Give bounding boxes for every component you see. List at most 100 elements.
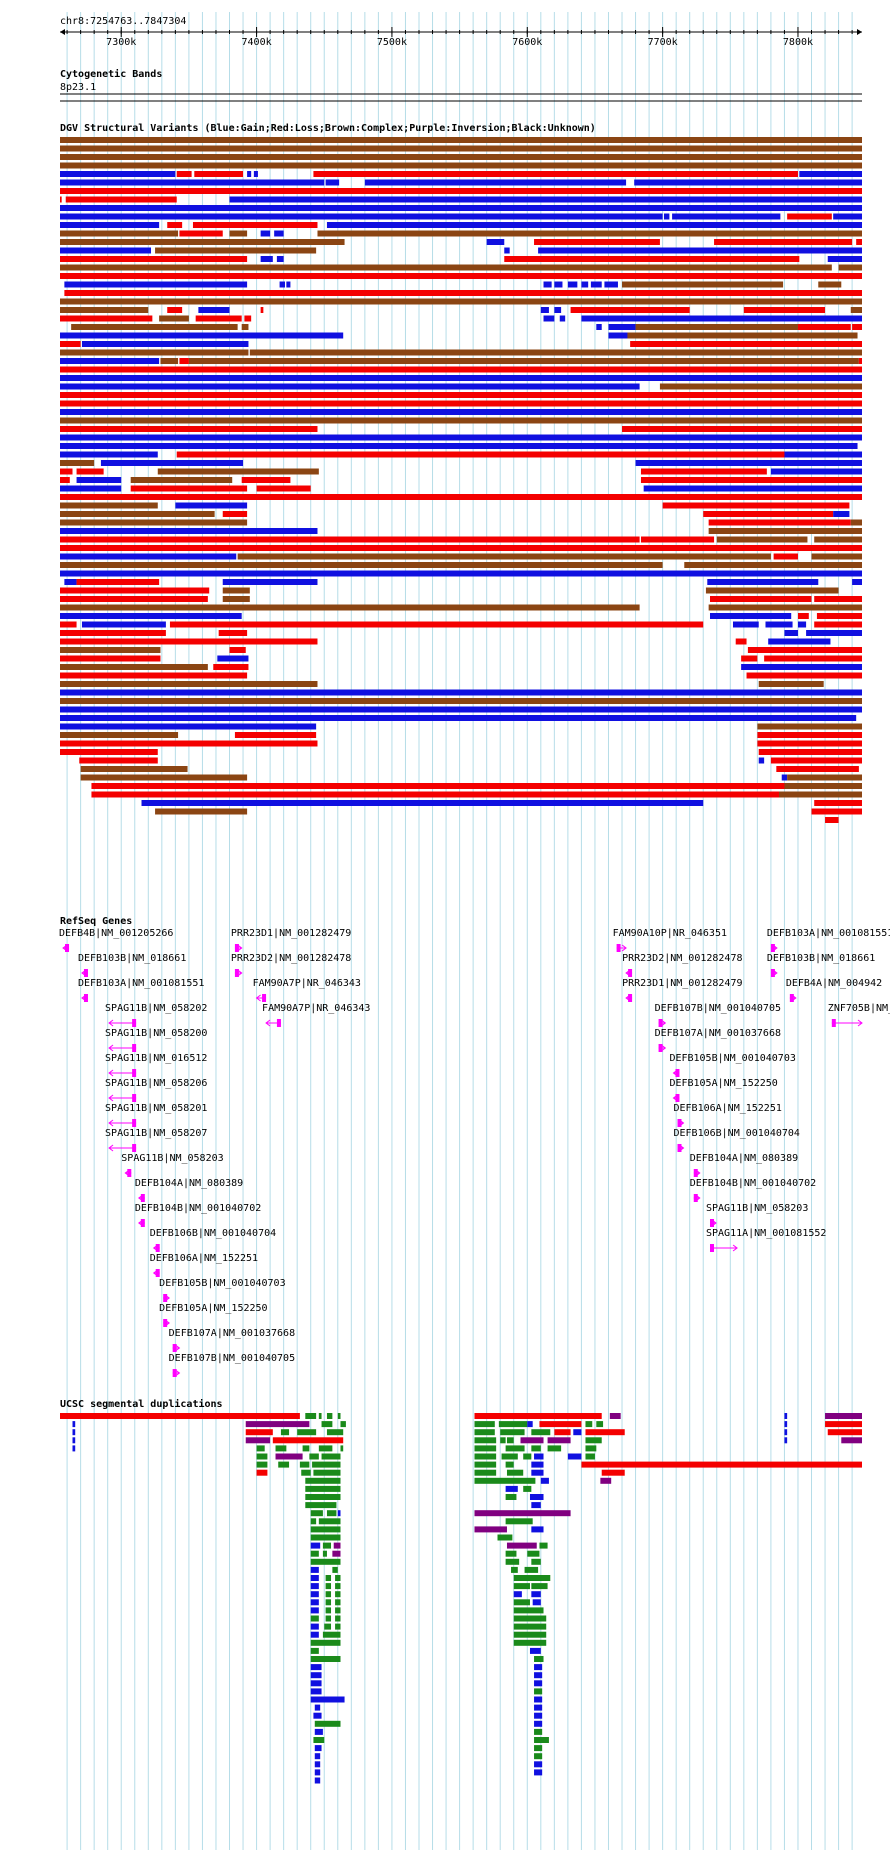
segdup-row[interactable]: [72, 1421, 862, 1428]
dgv-feature[interactable]: [60, 222, 160, 228]
segdup-feature[interactable]: [498, 1421, 528, 1428]
dgv-feature[interactable]: [130, 477, 233, 483]
refseq-gene[interactable]: DEFB106A|NM_152251: [150, 1253, 258, 1277]
dgv-row[interactable]: [60, 179, 862, 186]
dgv-feature[interactable]: [325, 179, 340, 186]
dgv-feature[interactable]: [60, 145, 862, 152]
dgv-feature[interactable]: [816, 613, 862, 619]
dgv-feature[interactable]: [818, 281, 842, 288]
dgv-feature[interactable]: [567, 281, 578, 288]
refseq-gene[interactable]: DEFB106B|NM_001040704: [150, 1228, 276, 1252]
segdup-feature[interactable]: [527, 1421, 533, 1428]
segdup-feature[interactable]: [272, 1437, 344, 1444]
segdup-feature[interactable]: [513, 1639, 547, 1646]
dgv-feature[interactable]: [60, 400, 862, 407]
segdup-feature[interactable]: [547, 1445, 562, 1452]
segdup-feature[interactable]: [326, 1510, 337, 1517]
dgv-row[interactable]: [60, 332, 858, 339]
dgv-feature[interactable]: [169, 621, 704, 628]
refseq-gene[interactable]: DEFB103A|NM_001081551: [767, 928, 890, 952]
dgv-feature[interactable]: [662, 502, 850, 509]
dgv-row[interactable]: [60, 154, 862, 160]
dgv-feature[interactable]: [60, 511, 215, 517]
segdup-feature[interactable]: [474, 1421, 495, 1428]
segdup-feature[interactable]: [539, 1421, 582, 1428]
dgv-feature[interactable]: [253, 171, 258, 177]
dgv-feature[interactable]: [709, 596, 812, 602]
dgv-feature[interactable]: [60, 349, 249, 356]
dgv-feature[interactable]: [60, 434, 862, 441]
dgv-feature[interactable]: [814, 800, 862, 806]
dgv-feature[interactable]: [850, 307, 862, 313]
dgv-feature[interactable]: [279, 281, 286, 288]
dgv-feature[interactable]: [60, 706, 862, 713]
segdup-feature[interactable]: [335, 1591, 341, 1598]
dgv-feature[interactable]: [60, 638, 318, 645]
dgv-feature[interactable]: [60, 409, 862, 415]
dgv-feature[interactable]: [634, 179, 862, 186]
segdup-feature[interactable]: [474, 1453, 497, 1460]
dgv-feature[interactable]: [543, 315, 555, 322]
dgv-feature[interactable]: [733, 621, 759, 628]
segdup-feature[interactable]: [322, 1542, 332, 1549]
dgv-feature[interactable]: [811, 808, 862, 815]
dgv-feature[interactable]: [757, 740, 862, 747]
dgv-row[interactable]: [60, 230, 863, 237]
dgv-feature[interactable]: [814, 596, 862, 602]
segdup-feature[interactable]: [474, 1469, 497, 1476]
segdup-feature[interactable]: [505, 1461, 514, 1468]
dgv-feature[interactable]: [538, 247, 862, 254]
dgv-feature[interactable]: [176, 451, 862, 458]
segdup-feature[interactable]: [531, 1445, 541, 1452]
dgv-row[interactable]: [91, 791, 862, 798]
dgv-feature[interactable]: [60, 528, 318, 534]
refseq-gene[interactable]: DEFB4B|NM_001205266: [59, 928, 173, 952]
dgv-feature[interactable]: [765, 621, 793, 628]
segdup-feature[interactable]: [305, 1485, 341, 1492]
dgv-feature[interactable]: [833, 511, 850, 517]
segdup-feature[interactable]: [524, 1566, 539, 1573]
dgv-row[interactable]: [60, 587, 839, 594]
dgv-feature[interactable]: [100, 460, 244, 466]
dgv-feature[interactable]: [276, 256, 284, 262]
segdup-feature[interactable]: [313, 1712, 322, 1719]
dgv-row[interactable]: [60, 400, 862, 407]
dgv-feature[interactable]: [659, 383, 862, 390]
dgv-feature[interactable]: [80, 766, 188, 772]
segdup-feature[interactable]: [310, 1558, 341, 1565]
segdup-feature[interactable]: [314, 1753, 321, 1760]
dgv-feature[interactable]: [60, 358, 160, 364]
dgv-feature[interactable]: [222, 587, 250, 594]
dgv-feature[interactable]: [60, 681, 318, 687]
dgv-feature[interactable]: [91, 791, 862, 798]
segdup-feature[interactable]: [474, 1445, 497, 1452]
dgv-feature[interactable]: [60, 196, 62, 203]
segdup-row[interactable]: [310, 1526, 544, 1533]
segdup-feature[interactable]: [310, 1688, 322, 1695]
dgv-feature[interactable]: [60, 655, 161, 662]
dgv-row[interactable]: [60, 664, 862, 670]
dgv-feature[interactable]: [141, 800, 704, 806]
dgv-feature[interactable]: [60, 749, 158, 755]
dgv-row[interactable]: [60, 698, 862, 704]
dgv-feature[interactable]: [787, 774, 862, 781]
dgv-track[interactable]: [60, 137, 863, 823]
dgv-feature[interactable]: [814, 621, 862, 628]
dgv-row[interactable]: [60, 239, 862, 245]
dgv-feature[interactable]: [179, 230, 223, 237]
dgv-feature[interactable]: [60, 366, 862, 373]
dgv-feature[interactable]: [260, 230, 271, 237]
dgv-row[interactable]: [64, 290, 863, 296]
dgv-feature[interactable]: [60, 621, 77, 628]
segdup-feature[interactable]: [335, 1575, 341, 1581]
segdup-row[interactable]: [314, 1753, 543, 1760]
dgv-feature[interactable]: [60, 213, 663, 220]
segdup-row[interactable]: [310, 1542, 548, 1549]
dgv-row[interactable]: [60, 613, 862, 619]
dgv-feature[interactable]: [60, 604, 640, 611]
segdup-row[interactable]: [310, 1639, 547, 1646]
segdup-feature[interactable]: [310, 1647, 319, 1654]
dgv-row[interactable]: [60, 638, 831, 645]
dgv-feature[interactable]: [222, 579, 318, 585]
dgv-row[interactable]: [60, 188, 862, 194]
